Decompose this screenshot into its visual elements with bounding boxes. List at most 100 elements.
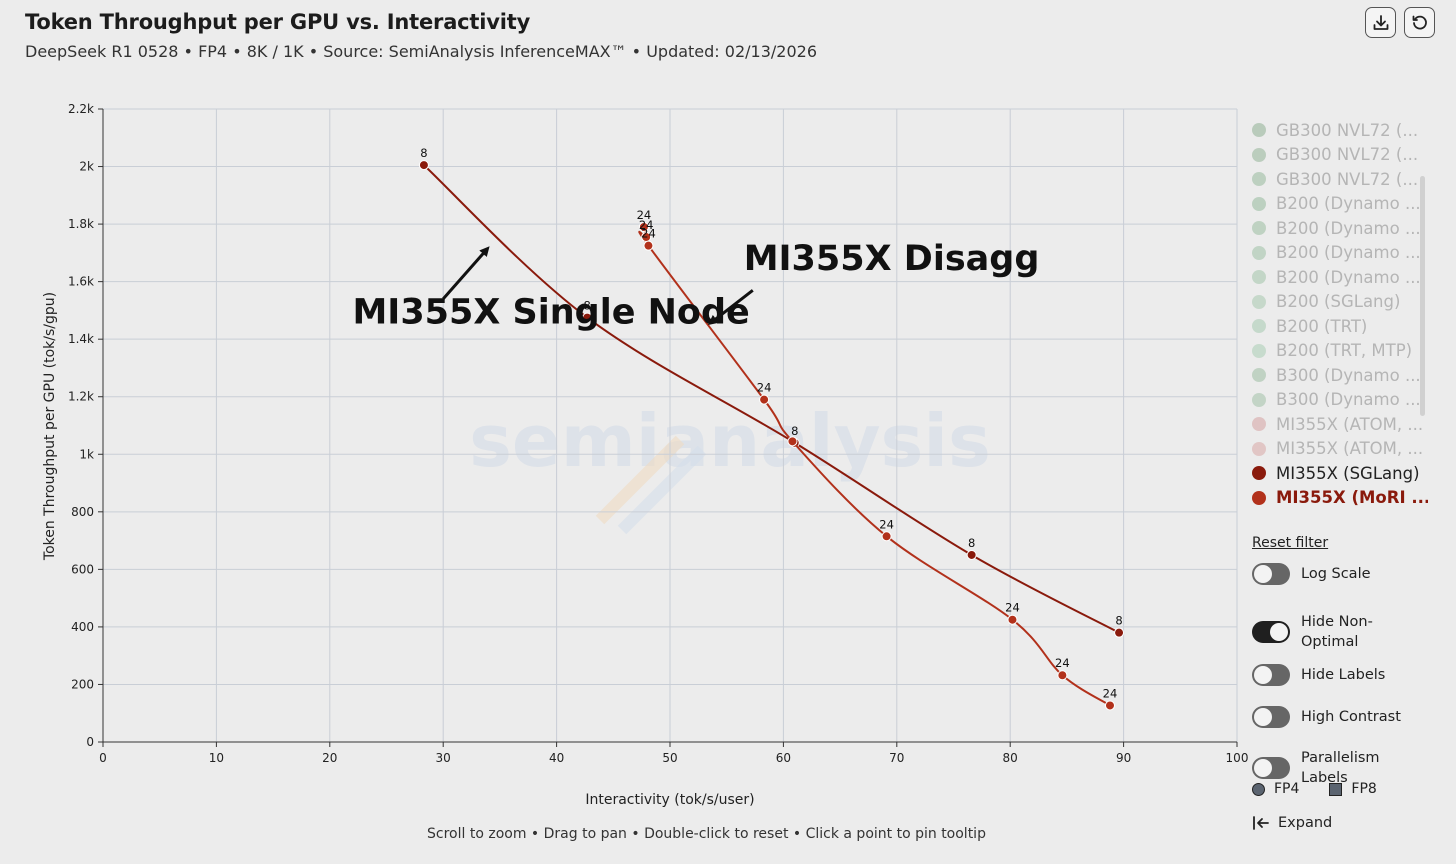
log-scale-toggle[interactable] <box>1252 563 1290 585</box>
legend-label: B200 (Dynamo ... <box>1276 267 1421 287</box>
legend-dot <box>1252 123 1266 138</box>
legend-dot <box>1252 196 1266 211</box>
data-point[interactable] <box>418 160 429 171</box>
y-tick-label: 1.2k <box>68 390 94 404</box>
chart-title: Token Throughput per GPU vs. Interactivi… <box>25 10 531 34</box>
legend-item[interactable]: GB300 NVL72 (... <box>1248 118 1428 143</box>
reset-view-button[interactable] <box>1404 7 1435 38</box>
data-label: 8 <box>791 424 798 438</box>
legend-dot <box>1252 221 1266 236</box>
data-point[interactable] <box>787 436 798 447</box>
data-label: 8 <box>968 536 975 550</box>
expand-button[interactable]: Expand <box>1252 815 1332 831</box>
legend-item[interactable]: B200 (Dynamo ... <box>1248 241 1428 266</box>
x-tick-label: 10 <box>209 751 224 765</box>
hide-non-optimal-label: Hide Non-Optimal <box>1301 614 1373 650</box>
legend-item[interactable]: MI355X (MoRI ... <box>1248 486 1428 511</box>
high-contrast-toggle[interactable] <box>1252 706 1290 728</box>
y-tick-label: 200 <box>71 677 94 691</box>
legend-dot <box>1252 490 1266 505</box>
interaction-hint: Scroll to zoom • Drag to pan • Double-cl… <box>427 826 986 842</box>
watermark-stroke <box>617 445 707 535</box>
legend-item[interactable]: GB300 NVL72 (... <box>1248 167 1428 192</box>
hide-non-optimal-toggle[interactable] <box>1252 621 1290 643</box>
legend: GB300 NVL72 (... GB300 NVL72 (... GB300 NV… <box>1248 118 1428 523</box>
high-contrast-toggle-row: High Contrast <box>1252 706 1421 728</box>
data-label: 24 <box>1005 601 1020 615</box>
legend-item[interactable]: B300 (Dynamo ... <box>1248 388 1428 413</box>
data-label: 8 <box>420 146 427 160</box>
toggle-knob <box>1254 666 1272 684</box>
data-point[interactable] <box>1114 627 1125 638</box>
y-tick-label: 600 <box>71 562 94 576</box>
data-point[interactable] <box>1057 670 1068 681</box>
data-point[interactable] <box>582 312 593 323</box>
legend-dot <box>1252 466 1266 481</box>
legend-label: B200 (Dynamo ... <box>1276 194 1421 214</box>
legend-dot <box>1252 343 1266 358</box>
data-point[interactable] <box>759 394 770 405</box>
y-tick-label: 0 <box>86 735 94 749</box>
y-tick-label: 2k <box>79 160 94 174</box>
watermark: semianalysis <box>469 399 991 535</box>
legend-label: GB300 NVL72 (... <box>1276 145 1419 165</box>
legend-item[interactable]: MI355X (SGLang) <box>1248 461 1428 486</box>
precision-legend: FP4 FP8 <box>1252 781 1377 797</box>
data-point[interactable] <box>1007 614 1018 625</box>
hide-labels-toggle-row: Hide Labels <box>1252 664 1421 686</box>
y-tick-label: 400 <box>71 620 94 634</box>
x-axis-label: Interactivity (tok/s/user) <box>585 792 754 808</box>
legend-scrollbar[interactable] <box>1420 176 1425 416</box>
legend-item[interactable]: B200 (Dynamo ... <box>1248 216 1428 241</box>
fp4-circle-icon <box>1252 782 1265 796</box>
legend-label: MI355X (ATOM, ... <box>1276 414 1424 434</box>
legend-item[interactable]: B200 (TRT, MTP) <box>1248 339 1428 364</box>
x-tick-label: 70 <box>889 751 904 765</box>
data-label: 8 <box>584 299 591 313</box>
annotation-single-node: MI355X Single Node <box>352 292 749 332</box>
legend-item[interactable]: B300 (Dynamo ... <box>1248 363 1428 388</box>
data-label: 24 <box>639 218 654 232</box>
legend-label: B300 (Dynamo ... <box>1276 365 1421 385</box>
y-tick-label: 1.6k <box>68 275 94 289</box>
legend-dot <box>1252 441 1266 456</box>
data-label: 24 <box>637 208 652 222</box>
x-tick-label: 0 <box>99 751 107 765</box>
series-mi355x-sglang: 8 8 8 8 8 <box>418 146 1125 638</box>
legend-item[interactable]: B200 (TRT) <box>1248 314 1428 339</box>
data-point[interactable] <box>1104 700 1115 711</box>
legend-item[interactable]: B200 (Dynamo ... <box>1248 192 1428 217</box>
legend-item[interactable]: B200 (SGLang) <box>1248 290 1428 315</box>
toggle-knob <box>1270 623 1288 641</box>
legend-label: GB300 NVL72 (... <box>1276 169 1419 189</box>
parallelism-labels-toggle[interactable] <box>1252 757 1290 779</box>
data-point[interactable] <box>638 221 649 232</box>
legend-item[interactable]: MI355X (ATOM, ... <box>1248 412 1428 437</box>
legend-label: MI355X (SGLang) <box>1276 463 1420 483</box>
reset-filter-link[interactable]: Reset filter <box>1252 535 1329 551</box>
hide-non-optimal-toggle-row: Hide Non-Optimal <box>1252 612 1421 652</box>
legend-dot <box>1252 147 1266 162</box>
data-point[interactable] <box>643 240 654 251</box>
legend-dot <box>1252 319 1266 334</box>
legend-dot <box>1252 270 1266 285</box>
download-button[interactable] <box>1365 7 1396 38</box>
y-tick-label: 1k <box>79 447 94 461</box>
log-scale-label: Log Scale <box>1301 566 1371 582</box>
parallelism-labels-toggle-row: Parallelism Labels <box>1252 748 1421 788</box>
data-point[interactable] <box>966 549 977 560</box>
legend-item[interactable]: GB300 NVL72 (... <box>1248 143 1428 168</box>
legend-item[interactable]: MI355X (ATOM, ... <box>1248 437 1428 462</box>
legend-label: B300 (Dynamo ... <box>1276 390 1421 410</box>
data-point[interactable] <box>881 531 892 542</box>
toggle-knob <box>1254 565 1272 583</box>
annotation-disagg: MI355X Disagg <box>744 239 1040 279</box>
legend-item[interactable]: B200 (Dynamo ... <box>1248 265 1428 290</box>
hide-labels-toggle[interactable] <box>1252 664 1290 686</box>
legend-dot <box>1252 392 1266 407</box>
legend-label: B200 (TRT, MTP) <box>1276 341 1413 361</box>
hide-labels-label: Hide Labels <box>1301 667 1386 683</box>
x-tick-label: 40 <box>549 751 564 765</box>
data-label: 24 <box>1103 686 1118 700</box>
